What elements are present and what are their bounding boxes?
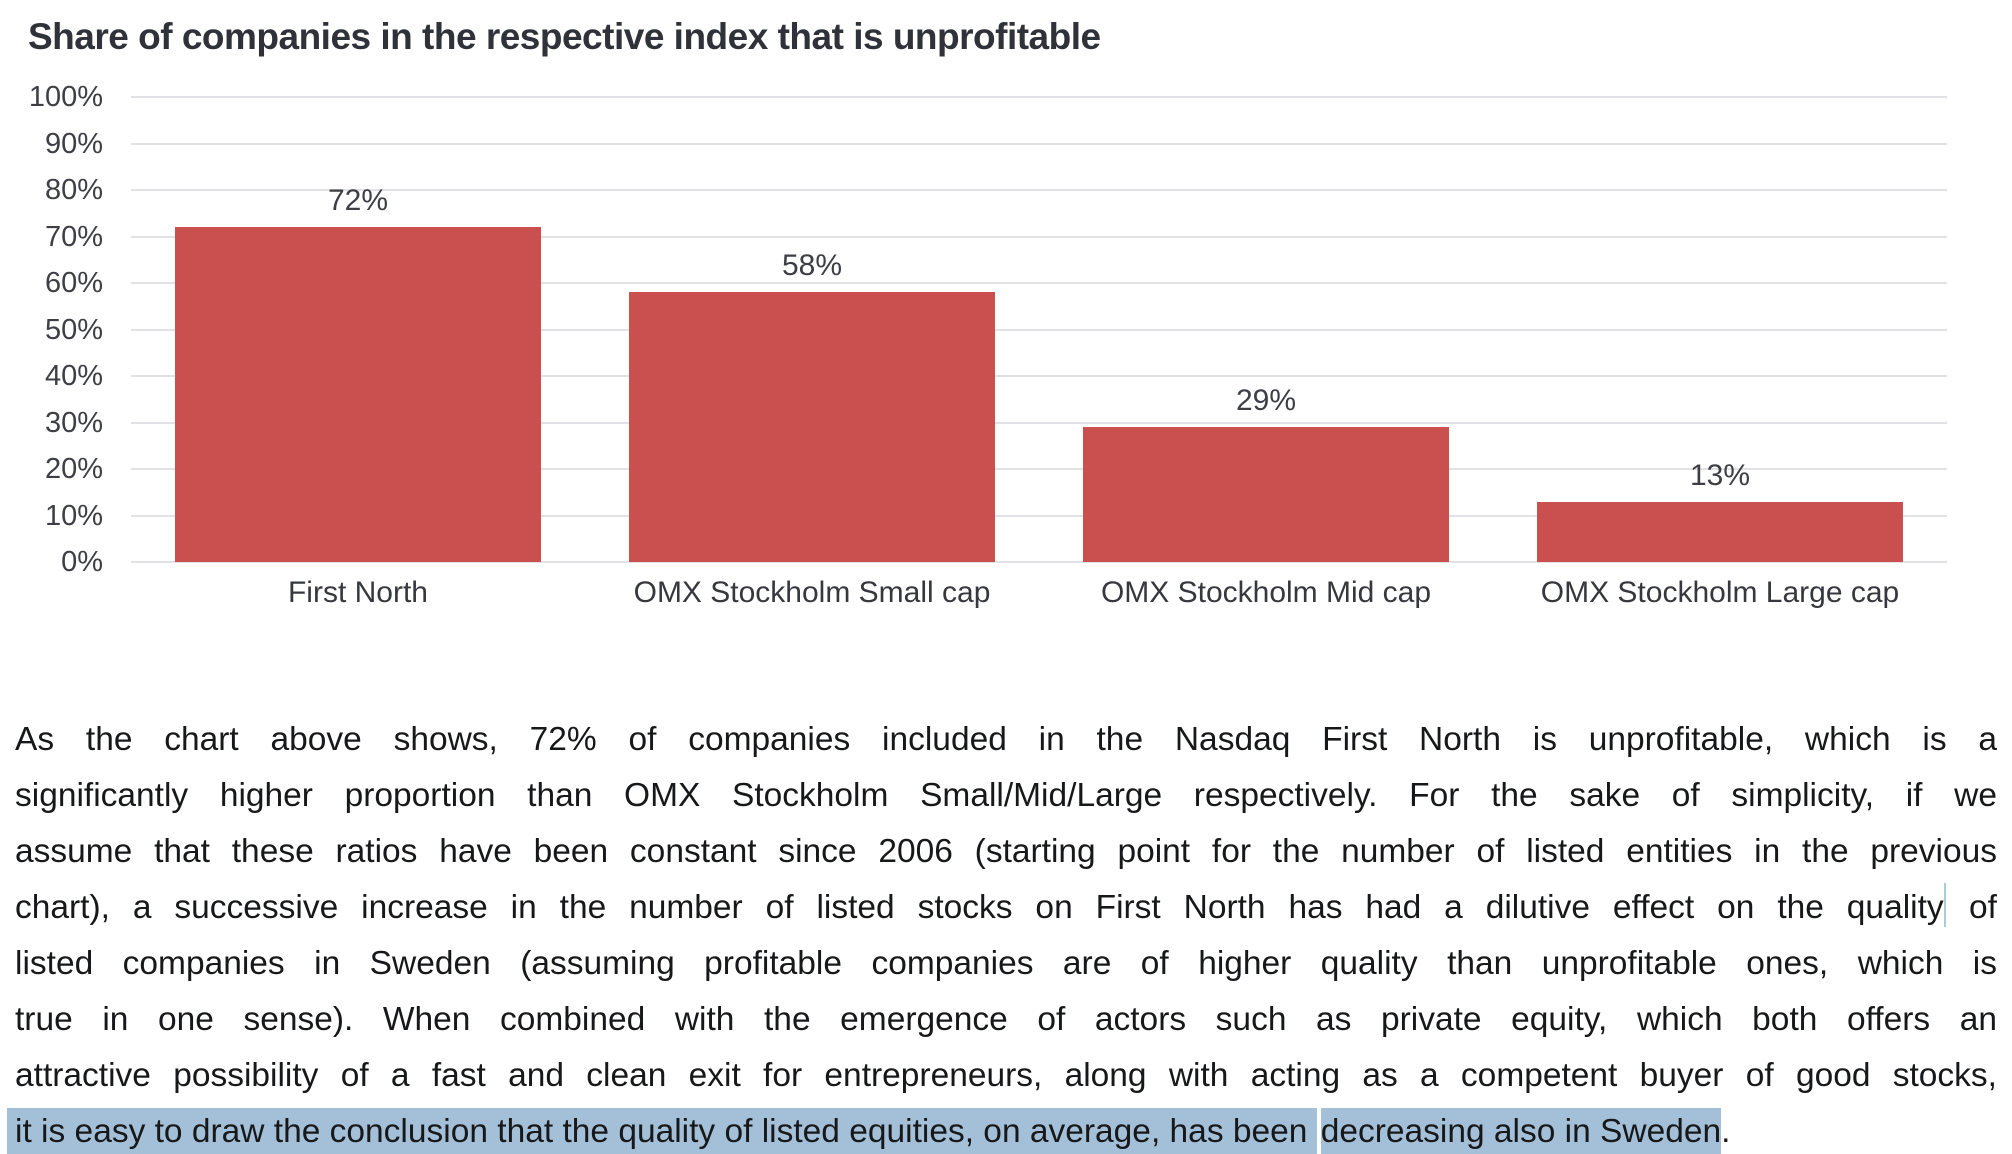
body-text: .	[1721, 1113, 1731, 1150]
paragraph-line-4[interactable]: chart), a successive increase in the num…	[15, 880, 1997, 936]
bar-value-label-omx-stockholm-large-cap: 13%	[1689, 459, 1751, 492]
y-tick-label: 0%	[61, 546, 103, 578]
paragraph-line-3[interactable]: assume that these ratios have been const…	[15, 824, 1997, 880]
gridline-70%	[131, 236, 1947, 238]
chart-y-axis: 100% 90% 80% 70% 60% 50% 40% 30% 20% 10% 0%	[0, 82, 103, 577]
x-axis-label-omx-stockholm-small-cap: OMX Stockholm Small cap	[633, 576, 991, 609]
bar-omx-stockholm-mid-cap	[1083, 427, 1449, 562]
y-tick-label: 100%	[28, 81, 103, 113]
x-axis-label-first-north: First North	[287, 576, 428, 609]
body-text: true in one sense). When combined with t…	[15, 1001, 1997, 1038]
bar-value-label-first-north: 72%	[327, 184, 389, 217]
y-tick-label: 40%	[44, 360, 103, 392]
gridline-10%	[131, 515, 1947, 517]
paragraph-line-5[interactable]: listed companies in Sweden (assuming pro…	[15, 936, 1997, 992]
body-text: As the chart above shows, 72% of compani…	[15, 721, 1997, 758]
paragraph-line-8[interactable]: it is easy to draw the conclusion that t…	[7, 1104, 1997, 1154]
body-text: attractive possibility of a fast and cle…	[15, 1057, 1997, 1094]
body-paragraph[interactable]: As the chart above shows, 72% of compani…	[7, 712, 1997, 1154]
body-text: significantly higher proportion than OMX…	[15, 777, 1997, 814]
paragraph-line-7[interactable]: attractive possibility of a fast and cle…	[15, 1048, 1997, 1104]
y-tick-label: 30%	[44, 407, 103, 439]
y-tick-label: 20%	[44, 453, 103, 485]
paragraph-line-6[interactable]: true in one sense). When combined with t…	[15, 992, 1997, 1048]
selected-text: it is easy to draw the conclusion that t…	[7, 1108, 1317, 1154]
y-tick-label: 50%	[44, 314, 103, 346]
body-text: of	[1946, 889, 1997, 926]
text-cursor-caret	[1943, 883, 1947, 927]
bar-value-label-omx-stockholm-mid-cap: 29%	[1235, 384, 1297, 417]
y-tick-label: 70%	[44, 221, 103, 253]
selection-gap	[1316, 1111, 1321, 1145]
paragraph-line-1[interactable]: As the chart above shows, 72% of compani…	[15, 712, 1997, 768]
bar-first-north	[175, 227, 541, 562]
y-tick-label: 90%	[44, 128, 103, 160]
selected-text: decreasing also in Sweden	[1320, 1108, 1722, 1154]
body-text: assume that these ratios have been const…	[15, 833, 1997, 870]
gridline-80%	[131, 189, 1947, 191]
gridline-30%	[131, 422, 1947, 424]
bar-omx-stockholm-small-cap	[629, 292, 995, 562]
bar-omx-stockholm-large-cap	[1537, 502, 1903, 562]
x-axis-label-omx-stockholm-large-cap: OMX Stockholm Large cap	[1540, 576, 1900, 609]
chart-plot-area: 72% First North 58% OMX Stockholm Small cap…	[131, 96, 1947, 609]
gridline-50%	[131, 329, 1947, 331]
bar-value-label-omx-stockholm-small-cap: 58%	[781, 249, 843, 282]
gridline-90%	[131, 143, 1947, 145]
body-text: listed companies in Sweden (assuming pro…	[15, 945, 1997, 982]
y-tick-label: 80%	[44, 174, 103, 206]
gridline-100%	[131, 96, 1947, 98]
gridline-40%	[131, 375, 1947, 377]
y-tick-label: 60%	[44, 267, 103, 299]
gridline-0%	[131, 561, 1947, 563]
chart-title: Share of companies in the respective ind…	[28, 16, 1101, 57]
gridline-20%	[131, 468, 1947, 470]
gridline-60%	[131, 282, 1947, 284]
paragraph-line-2[interactable]: significantly higher proportion than OMX…	[15, 768, 1997, 824]
body-text: chart), a successive increase in the num…	[15, 889, 1944, 926]
y-tick-label: 10%	[44, 500, 103, 532]
x-axis-label-omx-stockholm-mid-cap: OMX Stockholm Mid cap	[1100, 576, 1432, 609]
